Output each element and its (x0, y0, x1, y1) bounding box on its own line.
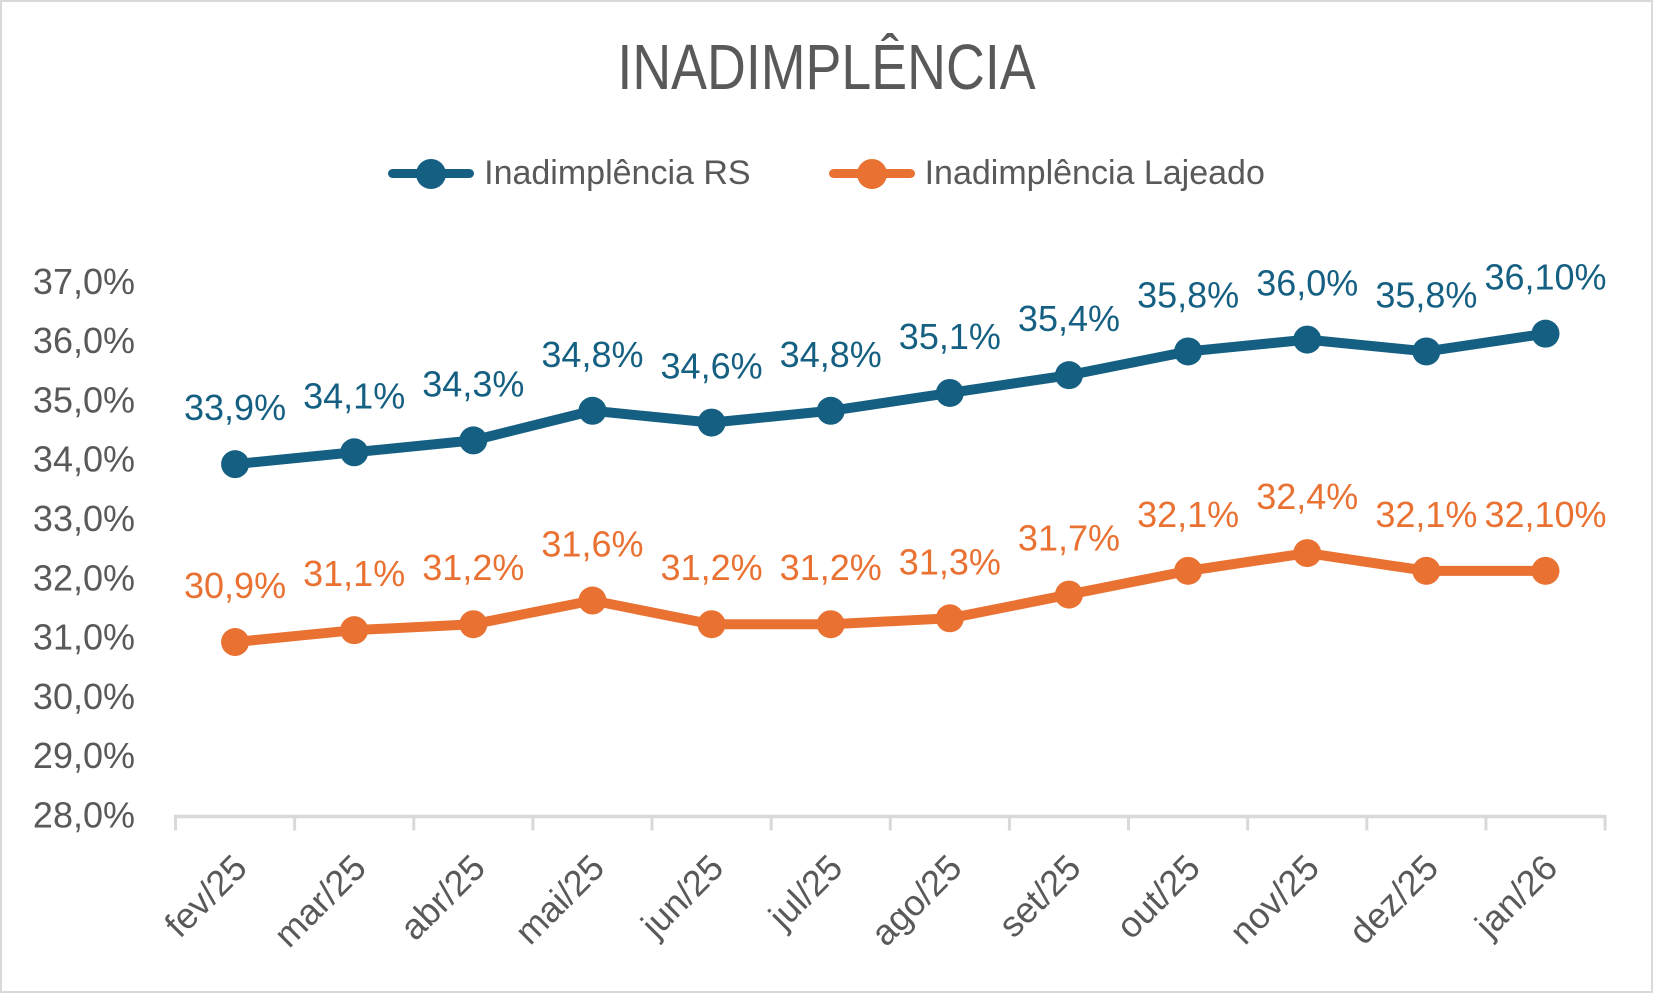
data-point-label: 31,2% (661, 547, 763, 588)
data-point-marker (578, 586, 607, 615)
data-point-marker (935, 604, 964, 633)
legend-item-inadimplencia-rs: Inadimplência RS (388, 154, 751, 193)
x-axis-tick-label: mar/25 (266, 847, 374, 955)
data-point-label: 32,4% (1256, 476, 1358, 517)
data-point-label: 35,8% (1137, 274, 1239, 315)
data-point-label: 33,9% (184, 387, 286, 428)
data-point-label: 31,2% (422, 547, 524, 588)
data-point-label: 34,1% (303, 375, 405, 416)
data-point-label: 32,10% (1484, 494, 1606, 535)
x-axis-tick-label: nov/25 (1221, 847, 1326, 952)
x-axis-tick-label: jun/25 (632, 847, 731, 946)
chart-legend: Inadimplência RS Inadimplência Lajeado (2, 154, 1651, 193)
y-axis-tick-label: 31,0% (33, 617, 135, 658)
data-point-label: 35,8% (1375, 274, 1477, 315)
x-axis-tick-label: jul/25 (760, 847, 851, 938)
data-point-marker (816, 396, 845, 425)
legend-dot (416, 158, 447, 189)
data-point-marker (1174, 556, 1203, 585)
legend-label-inadimplencia-rs: Inadimplência RS (484, 154, 751, 192)
data-point-label: 34,6% (661, 346, 763, 387)
y-axis-tick-label: 32,0% (33, 557, 135, 598)
data-point-label: 35,4% (1018, 298, 1120, 339)
data-point-label: 35,1% (899, 316, 1001, 357)
data-point-marker (221, 628, 250, 657)
y-axis-tick-label: 33,0% (33, 498, 135, 539)
x-axis-tick-label: dez/25 (1341, 847, 1446, 952)
data-point-label: 30,9% (184, 565, 286, 606)
data-point-marker (816, 610, 845, 639)
y-axis-tick-label: 28,0% (33, 795, 135, 836)
y-axis-tick-label: 36,0% (33, 320, 135, 361)
series-line (230, 328, 1551, 470)
chart-title: INADIMPLÊNCIA (617, 31, 1036, 103)
y-axis-tick-label: 37,0% (33, 261, 135, 302)
data-point-label: 31,1% (303, 553, 405, 594)
data-point-marker (221, 450, 250, 479)
data-point-marker (935, 378, 964, 407)
data-point-marker (1531, 556, 1560, 585)
legend-label-inadimplencia-lajeado: Inadimplência Lajeado (924, 154, 1265, 192)
data-point-label: 31,7% (1018, 518, 1120, 559)
data-point-marker (697, 408, 726, 437)
x-axis-tick-label: fev/25 (156, 847, 254, 945)
x-axis-tick-label: set/25 (990, 847, 1088, 945)
legend-item-inadimplencia-lajeado: Inadimplência Lajeado (828, 154, 1265, 193)
line-marker-icon (828, 158, 915, 190)
data-point-marker (578, 396, 607, 425)
data-point-label: 34,8% (780, 334, 882, 375)
data-point-marker (1293, 539, 1322, 568)
data-point-marker (340, 438, 369, 467)
line-marker-icon (388, 158, 475, 190)
data-point-marker (459, 610, 488, 639)
data-point-label: 36,10% (1484, 257, 1606, 298)
data-point-marker (1054, 580, 1083, 609)
data-point-marker (1054, 361, 1083, 390)
series-line (230, 548, 1551, 648)
data-point-label: 32,1% (1137, 494, 1239, 535)
data-point-marker (1412, 556, 1441, 585)
x-axis-tick-label: out/25 (1108, 847, 1208, 947)
data-point-label: 34,3% (422, 363, 524, 404)
data-point-label: 32,1% (1375, 494, 1477, 535)
x-axis-tick-label: abr/25 (392, 847, 493, 948)
data-point-marker (459, 426, 488, 455)
data-point-marker (1412, 337, 1441, 366)
x-axis-tick-label: jan/26 (1466, 847, 1565, 946)
data-point-label: 36,0% (1256, 263, 1358, 304)
data-point-marker (1174, 337, 1203, 366)
data-point-label: 31,3% (899, 541, 1001, 582)
y-axis-tick-label: 35,0% (33, 379, 135, 420)
data-point-marker (1293, 325, 1322, 354)
y-axis-tick-label: 30,0% (33, 676, 135, 717)
data-point-label: 31,2% (780, 547, 882, 588)
x-axis-tick-label: mai/25 (507, 847, 612, 952)
legend-dot (856, 158, 887, 189)
data-point-label: 34,8% (541, 334, 643, 375)
y-axis-tick-label: 34,0% (33, 439, 135, 480)
y-axis-tick-label: 29,0% (33, 735, 135, 776)
data-point-marker (340, 616, 369, 645)
data-point-label: 31,6% (541, 524, 643, 565)
x-axis-tick-label: ago/25 (863, 847, 970, 954)
data-point-marker (697, 610, 726, 639)
data-point-marker (1531, 319, 1560, 348)
